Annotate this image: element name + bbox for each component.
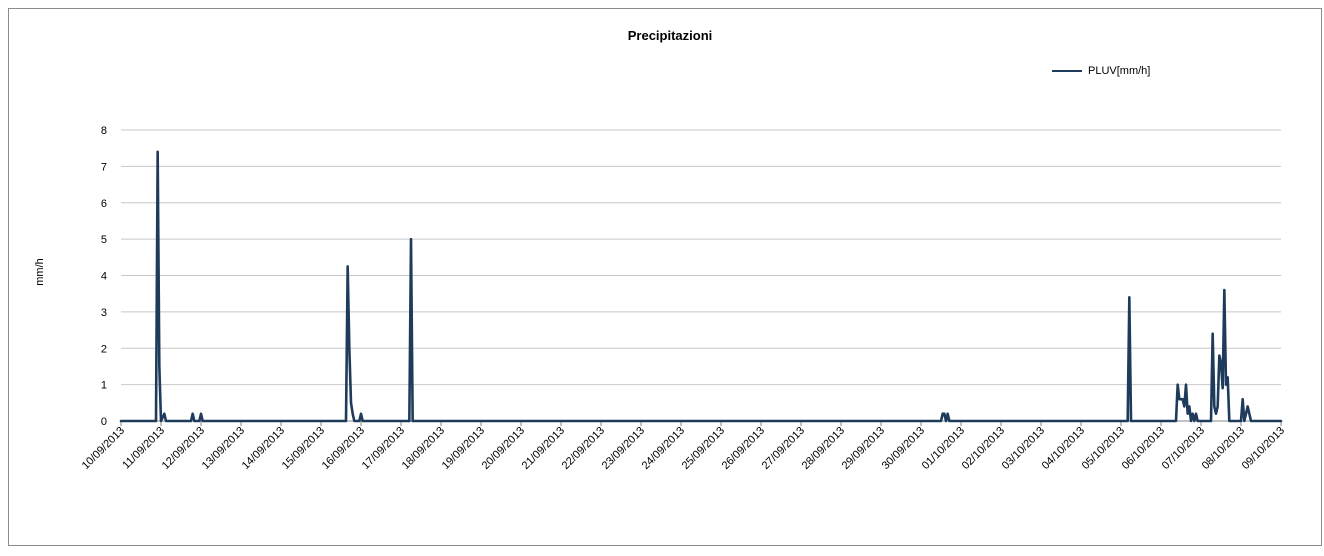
- x-tick-label: 10/09/2013: [80, 425, 127, 472]
- chart-frame: [8, 8, 1322, 546]
- y-tick-label: 1: [101, 380, 107, 392]
- y-tick-label: 8: [101, 125, 107, 137]
- y-tick-labels: 0 1 2 3 4 5 6 7 8: [101, 125, 107, 428]
- y-tick-label: 3: [101, 307, 107, 319]
- x-tick-label: 09/10/2013: [1240, 425, 1287, 472]
- y-tick-label: 5: [101, 234, 107, 246]
- legend-swatch: [1052, 70, 1082, 72]
- y-tick-label: 4: [101, 271, 107, 283]
- legend-label: PLUV[mm/h]: [1088, 65, 1151, 77]
- series-line: [119, 150, 1283, 423]
- x-tick-labels: 10/09/201311/09/201312/09/201313/09/2013…: [80, 425, 1287, 472]
- legend: PLUV[mm/h]: [1052, 64, 1150, 78]
- y-tick-label: 7: [101, 161, 107, 173]
- y-tick-label: 0: [101, 416, 107, 428]
- grid-lines: [120, 129, 1282, 426]
- series-layer: [119, 150, 1283, 423]
- y-tick-label: 6: [101, 198, 107, 210]
- y-tick-label: 2: [101, 343, 107, 355]
- chart-title: Precipitazioni: [627, 28, 713, 43]
